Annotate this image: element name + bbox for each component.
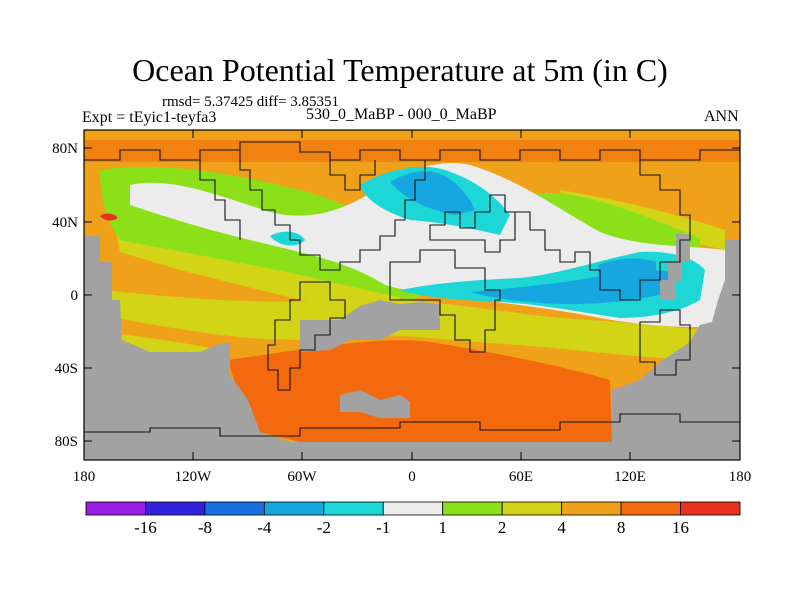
coastline-south-america [267, 281, 346, 391]
colorbar-labels: -16 -8 -4 -2 -1 1 2 4 8 16 [134, 518, 689, 537]
colorbar-swatch [620, 501, 681, 516]
lon-label-120e: 120E [614, 469, 646, 485]
field-lightblue-north [390, 171, 475, 215]
coastline-north-america [239, 150, 426, 271]
colorbar-label: -1 [376, 518, 390, 537]
lon-label-60w: 60W [287, 469, 317, 485]
coastline-north [84, 141, 740, 161]
colorbar-swatch [442, 501, 503, 516]
lat-label-80s: 80S [55, 434, 78, 450]
lon-ticks [83, 130, 741, 460]
coastline-africa [389, 249, 501, 353]
land-mask-bottom [84, 442, 740, 460]
coastline-greenland [329, 160, 376, 191]
colorbar-swatch [263, 501, 325, 516]
colorbar-swatch [382, 501, 444, 516]
colorbar-label: -16 [134, 518, 157, 537]
field-north-darkorange [84, 140, 740, 162]
colorbar-swatch [680, 501, 741, 516]
field-southern-darkorange [228, 340, 612, 442]
experiment-label: Expt = tEyic1-teyfa3 [82, 109, 217, 126]
coastline-antarctica [84, 413, 740, 437]
colorbar-label: 1 [438, 518, 447, 537]
colorbar-swatch [145, 501, 206, 516]
coastline-north-america-west [199, 160, 241, 240]
lon-label-120w: 120W [175, 469, 213, 485]
colorbar-label: -2 [317, 518, 331, 537]
field-red-spot [100, 213, 118, 221]
colorbar-label: 16 [672, 518, 689, 537]
stats-text: rmsd= 5.37425 diff= 3.85351 [162, 94, 340, 110]
lat-label-40n: 40N [52, 215, 78, 231]
land-mask-east [612, 240, 740, 460]
coastlines [84, 141, 740, 437]
season-label: ANN [704, 108, 739, 125]
lon-label-60e: 60E [509, 469, 533, 485]
colorbar [85, 501, 741, 516]
lon-label-0: 0 [408, 469, 416, 485]
lat-label-0: 0 [71, 288, 79, 304]
colorbar-swatch [561, 501, 622, 516]
coastline-asia [515, 160, 691, 301]
land-mask-south-america [300, 300, 440, 352]
lat-ticks [84, 147, 740, 442]
colorbar-swatch [501, 501, 563, 516]
field-lightblue-east [598, 258, 656, 281]
colorbar-label: -8 [198, 518, 212, 537]
period-subtitle: 530_0_MaBP - 000_0_MaBP [306, 106, 497, 123]
land-mask-west-pacific [84, 236, 290, 460]
colorbar-label: 8 [617, 518, 626, 537]
colorbar-swatch [204, 501, 265, 516]
field-layer [84, 130, 740, 460]
colorbar-swatch [85, 501, 146, 516]
colorbar-label: -4 [257, 518, 272, 537]
lon-label-180e: 180 [729, 469, 752, 485]
coastline-europe [429, 194, 516, 253]
land-mask-east-island-1 [668, 234, 690, 282]
colorbar-swatch [323, 501, 384, 516]
map-title: Ocean Potential Temperature at 5m (in C) [132, 52, 668, 88]
lon-label-180w: 180 [73, 469, 96, 485]
colorbar-label: 4 [557, 518, 566, 537]
field-cyan-west [270, 231, 305, 246]
land-mask-east-island-2 [660, 280, 676, 300]
coastline-australia [639, 309, 691, 376]
lat-label-40s: 40S [55, 361, 78, 377]
lat-label-80n: 80N [52, 141, 78, 157]
land-mask-southern-patch [340, 390, 410, 418]
colorbar-label: 2 [498, 518, 507, 537]
